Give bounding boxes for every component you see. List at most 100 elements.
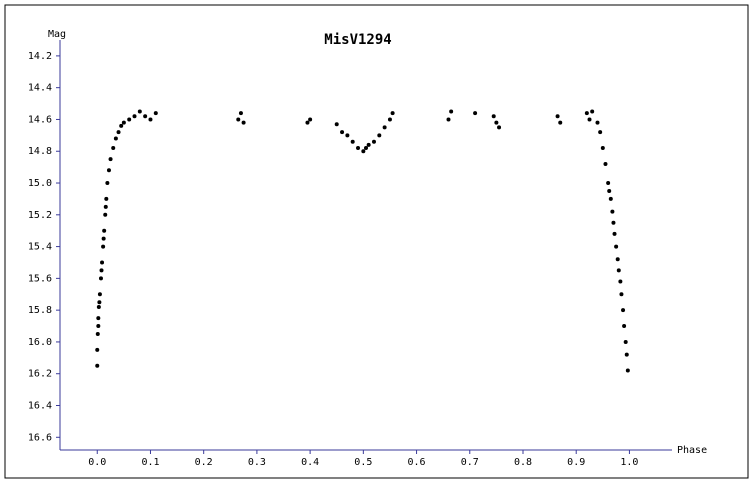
y-tick-label: 15.4 bbox=[28, 242, 52, 253]
data-point bbox=[350, 139, 355, 144]
data-point bbox=[608, 196, 613, 201]
x-tick-label: 0.4 bbox=[301, 457, 319, 468]
data-point bbox=[625, 368, 630, 373]
data-point bbox=[622, 324, 627, 329]
data-point bbox=[96, 316, 101, 321]
data-point bbox=[137, 109, 142, 114]
data-point bbox=[104, 196, 109, 201]
data-point bbox=[382, 125, 387, 130]
data-point bbox=[101, 244, 106, 249]
data-point bbox=[619, 292, 624, 297]
data-point bbox=[600, 146, 605, 151]
data-point bbox=[366, 142, 371, 147]
frame bbox=[4, 4, 749, 479]
y-tick-label: 16.0 bbox=[28, 337, 52, 348]
y-tick-label: 14.4 bbox=[28, 83, 52, 94]
x-tick-label: 0.3 bbox=[248, 457, 266, 468]
data-point bbox=[106, 168, 111, 173]
x-tick-label: 1.0 bbox=[620, 457, 638, 468]
data-point bbox=[623, 339, 628, 344]
data-point bbox=[624, 352, 629, 357]
data-point bbox=[345, 133, 350, 138]
data-point bbox=[364, 146, 368, 151]
data-point bbox=[308, 117, 313, 122]
data-point bbox=[587, 117, 592, 122]
data-point bbox=[449, 109, 454, 114]
data-point bbox=[143, 114, 148, 119]
data-point bbox=[377, 133, 382, 138]
data-point bbox=[101, 236, 106, 241]
data-point bbox=[96, 304, 101, 309]
data-point bbox=[356, 146, 361, 151]
x-tick-label: 0.2 bbox=[195, 457, 213, 468]
data-point bbox=[361, 149, 366, 154]
data-point bbox=[153, 111, 158, 116]
data-point bbox=[102, 228, 107, 233]
data-point bbox=[305, 120, 310, 125]
data-point bbox=[616, 268, 621, 273]
x-tick-label: 0.7 bbox=[461, 457, 479, 468]
y-tick-label: 14.6 bbox=[28, 114, 52, 125]
data-point bbox=[473, 111, 478, 116]
data-point bbox=[595, 120, 600, 125]
x-tick-label: 0.5 bbox=[354, 457, 372, 468]
data-point bbox=[127, 117, 132, 122]
data-point bbox=[390, 111, 395, 116]
x-tick-label: 0.8 bbox=[514, 457, 532, 468]
x-axis-label: Phase bbox=[677, 445, 707, 456]
data-point bbox=[621, 308, 626, 313]
data-point bbox=[598, 130, 603, 135]
y-tick-label: 14.2 bbox=[28, 51, 52, 62]
data-point bbox=[100, 260, 105, 265]
y-tick-label: 15.0 bbox=[28, 178, 52, 189]
x-tick-label: 0.9 bbox=[567, 457, 585, 468]
data-point bbox=[238, 111, 243, 116]
data-point bbox=[494, 120, 499, 125]
data-point bbox=[615, 257, 620, 262]
chart-title: MisV1294 bbox=[324, 32, 391, 48]
data-point bbox=[618, 279, 623, 284]
data-point bbox=[236, 117, 241, 122]
data-point bbox=[555, 114, 560, 119]
data-point bbox=[103, 204, 108, 209]
data-point bbox=[105, 181, 110, 186]
data-point bbox=[611, 220, 616, 225]
data-point bbox=[607, 188, 612, 193]
data-point bbox=[584, 111, 589, 116]
data-point bbox=[590, 109, 595, 114]
data-point bbox=[610, 209, 615, 214]
data-point bbox=[371, 139, 376, 144]
x-tick-label: 0.0 bbox=[88, 457, 106, 468]
data-point bbox=[340, 130, 345, 135]
data-point bbox=[95, 363, 100, 368]
data-point bbox=[111, 146, 116, 151]
data-point bbox=[96, 324, 101, 329]
data-point bbox=[603, 161, 608, 166]
data-point bbox=[108, 157, 113, 162]
data-point bbox=[446, 117, 451, 122]
data-point bbox=[113, 136, 118, 141]
y-axis-label: Mag bbox=[48, 29, 66, 40]
data-point bbox=[98, 276, 103, 281]
data-point bbox=[612, 231, 617, 236]
data-point bbox=[614, 244, 619, 249]
data-point bbox=[116, 130, 121, 135]
data-point bbox=[606, 181, 611, 186]
data-point bbox=[491, 114, 496, 119]
y-tick-label: 15.6 bbox=[28, 273, 52, 284]
data-point bbox=[95, 347, 100, 352]
data-point bbox=[558, 120, 563, 125]
y-tick-label: 16.4 bbox=[28, 401, 52, 412]
data-point bbox=[334, 122, 339, 127]
data-point bbox=[121, 120, 126, 125]
data-point bbox=[241, 120, 246, 125]
x-tick-label: 0.6 bbox=[408, 457, 426, 468]
data-point bbox=[497, 125, 502, 130]
y-tick-label: 15.2 bbox=[28, 210, 52, 221]
y-tick-label: 16.6 bbox=[28, 432, 52, 443]
data-point bbox=[119, 123, 124, 128]
data-point bbox=[97, 292, 102, 297]
y-tick-label: 16.2 bbox=[28, 369, 52, 380]
y-tick-label: 15.8 bbox=[28, 305, 52, 316]
